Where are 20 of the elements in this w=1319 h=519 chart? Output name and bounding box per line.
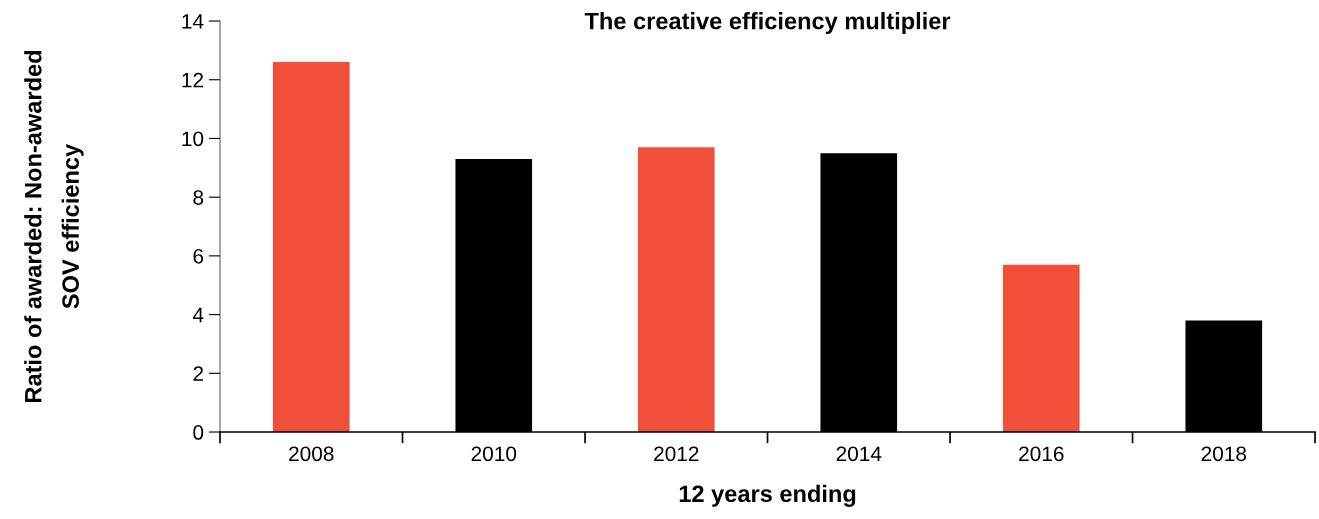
x-axis-title: 12 years ending: [679, 484, 856, 507]
x-tick-label: 2012: [654, 446, 699, 462]
y-tick-label: 8: [193, 190, 204, 205]
y-tick-label: 6: [193, 248, 204, 264]
y-tick-label: 10: [182, 131, 204, 147]
x-tick-label: 2018: [1201, 446, 1247, 462]
x-tick-label: 2010: [471, 446, 517, 462]
chart-title: The creative efficiency multiplier: [584, 12, 951, 35]
y-axis-title: Ratio of awarded: Non-awarded SOV efficiency: [24, 50, 84, 403]
x-tick-label: 2014: [836, 446, 882, 462]
y-tick-label: 2: [193, 366, 203, 381]
y-tick-label: 12: [182, 72, 203, 88]
bar: [272, 62, 350, 433]
bar: [1002, 264, 1080, 433]
x-tick-label: 2008: [289, 446, 334, 462]
y-tick-label: 0: [193, 425, 204, 440]
x-tick-label: 2016: [1019, 446, 1064, 462]
bar: [637, 147, 715, 433]
y-tick-label: 14: [182, 14, 204, 29]
y-tick-label: 4: [192, 307, 204, 323]
